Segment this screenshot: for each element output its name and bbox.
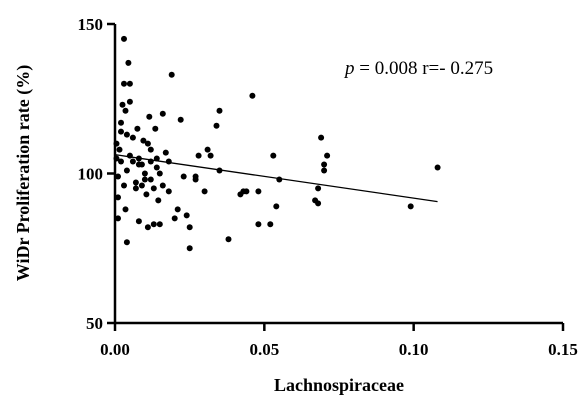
data-point bbox=[255, 188, 262, 195]
y-tick-label: 150 bbox=[78, 15, 104, 34]
data-point bbox=[159, 182, 166, 189]
data-point bbox=[115, 194, 121, 201]
data-point bbox=[174, 206, 181, 213]
data-point bbox=[225, 236, 232, 243]
data-point bbox=[122, 107, 129, 114]
data-point bbox=[138, 182, 145, 189]
y-axis-label: WiDr Proliferation rate (%) bbox=[13, 65, 34, 281]
data-point bbox=[207, 152, 214, 159]
y-tick-label: 50 bbox=[86, 314, 103, 333]
data-point bbox=[165, 158, 172, 165]
data-point bbox=[273, 203, 280, 210]
data-point bbox=[150, 221, 157, 228]
data-point bbox=[147, 146, 154, 153]
data-point bbox=[121, 182, 127, 189]
data-point bbox=[121, 35, 127, 42]
y-ticks: 50 100 150 bbox=[78, 15, 115, 333]
data-point bbox=[315, 200, 322, 207]
data-point bbox=[159, 110, 166, 117]
data-point bbox=[168, 71, 175, 78]
data-point bbox=[122, 206, 129, 213]
x-tick-label: 0.15 bbox=[548, 340, 578, 359]
x-ticks: 0.00 0.05 0.10 0.15 bbox=[100, 323, 578, 359]
data-point bbox=[195, 152, 202, 159]
data-point bbox=[113, 140, 120, 147]
data-point bbox=[115, 173, 121, 180]
data-point bbox=[144, 224, 151, 231]
data-points bbox=[113, 35, 441, 252]
data-point bbox=[270, 152, 277, 159]
data-point bbox=[113, 155, 120, 162]
data-point bbox=[143, 191, 150, 198]
data-point bbox=[152, 125, 159, 132]
data-point bbox=[126, 98, 133, 105]
y-tick-label: 100 bbox=[78, 165, 104, 184]
data-point bbox=[321, 167, 328, 174]
data-point bbox=[118, 128, 124, 135]
data-point bbox=[123, 239, 130, 246]
data-point bbox=[204, 146, 211, 153]
stats-text: = 0.008 r=- 0.275 bbox=[355, 58, 494, 79]
regression-line bbox=[114, 154, 438, 203]
data-point bbox=[407, 203, 414, 210]
data-point bbox=[315, 185, 322, 192]
stats-annotation: p = 0.008 r=- 0.275 bbox=[343, 58, 493, 79]
data-point bbox=[141, 176, 148, 183]
data-point bbox=[135, 218, 142, 225]
data-point bbox=[177, 116, 184, 123]
data-point bbox=[180, 173, 187, 180]
data-point bbox=[321, 161, 328, 168]
data-point bbox=[146, 113, 153, 120]
data-point bbox=[138, 161, 145, 168]
data-point bbox=[183, 212, 190, 219]
data-point bbox=[171, 215, 178, 222]
data-point bbox=[116, 146, 123, 153]
data-point bbox=[153, 164, 160, 171]
data-point bbox=[267, 221, 274, 228]
data-point bbox=[324, 152, 331, 159]
data-point bbox=[201, 188, 208, 195]
data-point bbox=[186, 245, 193, 252]
data-point bbox=[249, 92, 256, 99]
data-point bbox=[213, 122, 220, 129]
data-point bbox=[123, 167, 130, 174]
x-tick-label: 0.05 bbox=[249, 340, 279, 359]
data-point bbox=[318, 134, 325, 141]
data-point bbox=[115, 215, 121, 222]
data-point bbox=[147, 176, 154, 183]
data-point bbox=[255, 221, 262, 228]
data-point bbox=[162, 149, 169, 156]
data-point bbox=[155, 197, 162, 204]
axes bbox=[113, 24, 563, 325]
data-point bbox=[434, 164, 441, 171]
data-point bbox=[192, 176, 199, 183]
data-point bbox=[129, 134, 136, 141]
data-point bbox=[118, 158, 124, 165]
data-point bbox=[132, 185, 139, 192]
p-symbol: p bbox=[343, 58, 355, 79]
data-point bbox=[144, 140, 151, 147]
data-point bbox=[129, 158, 136, 165]
data-point bbox=[186, 224, 193, 231]
data-point bbox=[165, 188, 172, 195]
data-point bbox=[150, 185, 157, 192]
x-tick-label: 0.10 bbox=[399, 340, 429, 359]
data-point bbox=[126, 80, 133, 87]
data-point bbox=[132, 179, 139, 186]
x-tick-label: 0.00 bbox=[100, 340, 130, 359]
data-point bbox=[243, 188, 250, 195]
data-point bbox=[134, 125, 141, 132]
data-point bbox=[119, 101, 126, 108]
data-point bbox=[125, 59, 132, 66]
data-point bbox=[140, 137, 147, 144]
x-axis-label: Lachnospiraceae bbox=[274, 375, 404, 395]
data-point bbox=[216, 107, 223, 114]
data-point bbox=[121, 80, 127, 87]
data-point bbox=[141, 170, 148, 177]
data-point bbox=[123, 131, 130, 138]
data-point bbox=[118, 119, 124, 126]
data-point bbox=[156, 170, 163, 177]
data-point bbox=[156, 221, 163, 228]
